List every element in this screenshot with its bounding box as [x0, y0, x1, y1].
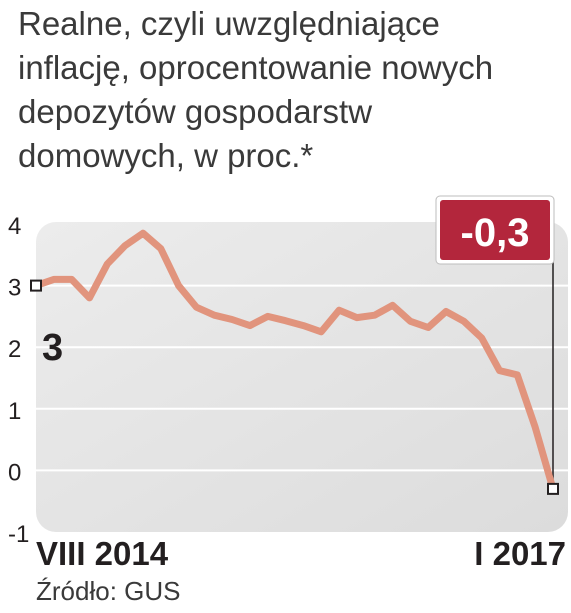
chart-title: Realne, czyli uwzględniające inflację, o… [18, 2, 558, 178]
end-point-marker [547, 482, 559, 495]
end-value-badge: -0,3 [435, 195, 555, 265]
x-end-label: I 2017 [474, 535, 566, 572]
x-start-label: VIII 2014 [36, 535, 169, 572]
y-tick-label: 4 [8, 213, 21, 240]
gridlines [36, 284, 568, 472]
title-line-3: depozytów gospodarstw [18, 93, 373, 130]
start-point-marker [30, 279, 42, 292]
plot-background [36, 222, 568, 532]
y-tick-label: 3 [8, 275, 21, 302]
title-line-4: domowych, w proc.* [18, 137, 314, 174]
series-line [32, 229, 557, 493]
source-note: Źródło: GUS [36, 576, 181, 606]
title-line-2: inflację, oprocentowanie nowych [18, 49, 494, 86]
y-tick-label: 1 [8, 398, 21, 425]
y-tick-label: 0 [8, 459, 21, 486]
y-tick-label: -1 [8, 521, 29, 548]
start-value-label: 3 [42, 327, 63, 369]
y-tick-label: 2 [8, 336, 21, 363]
end-value-label: -0,3 [461, 211, 530, 255]
title-line-1: Realne, czyli uwzględniające [18, 5, 440, 42]
y-axis-ticks: 4 3 2 1 0 -1 [8, 213, 29, 548]
end-value-badge-fill [440, 200, 550, 260]
